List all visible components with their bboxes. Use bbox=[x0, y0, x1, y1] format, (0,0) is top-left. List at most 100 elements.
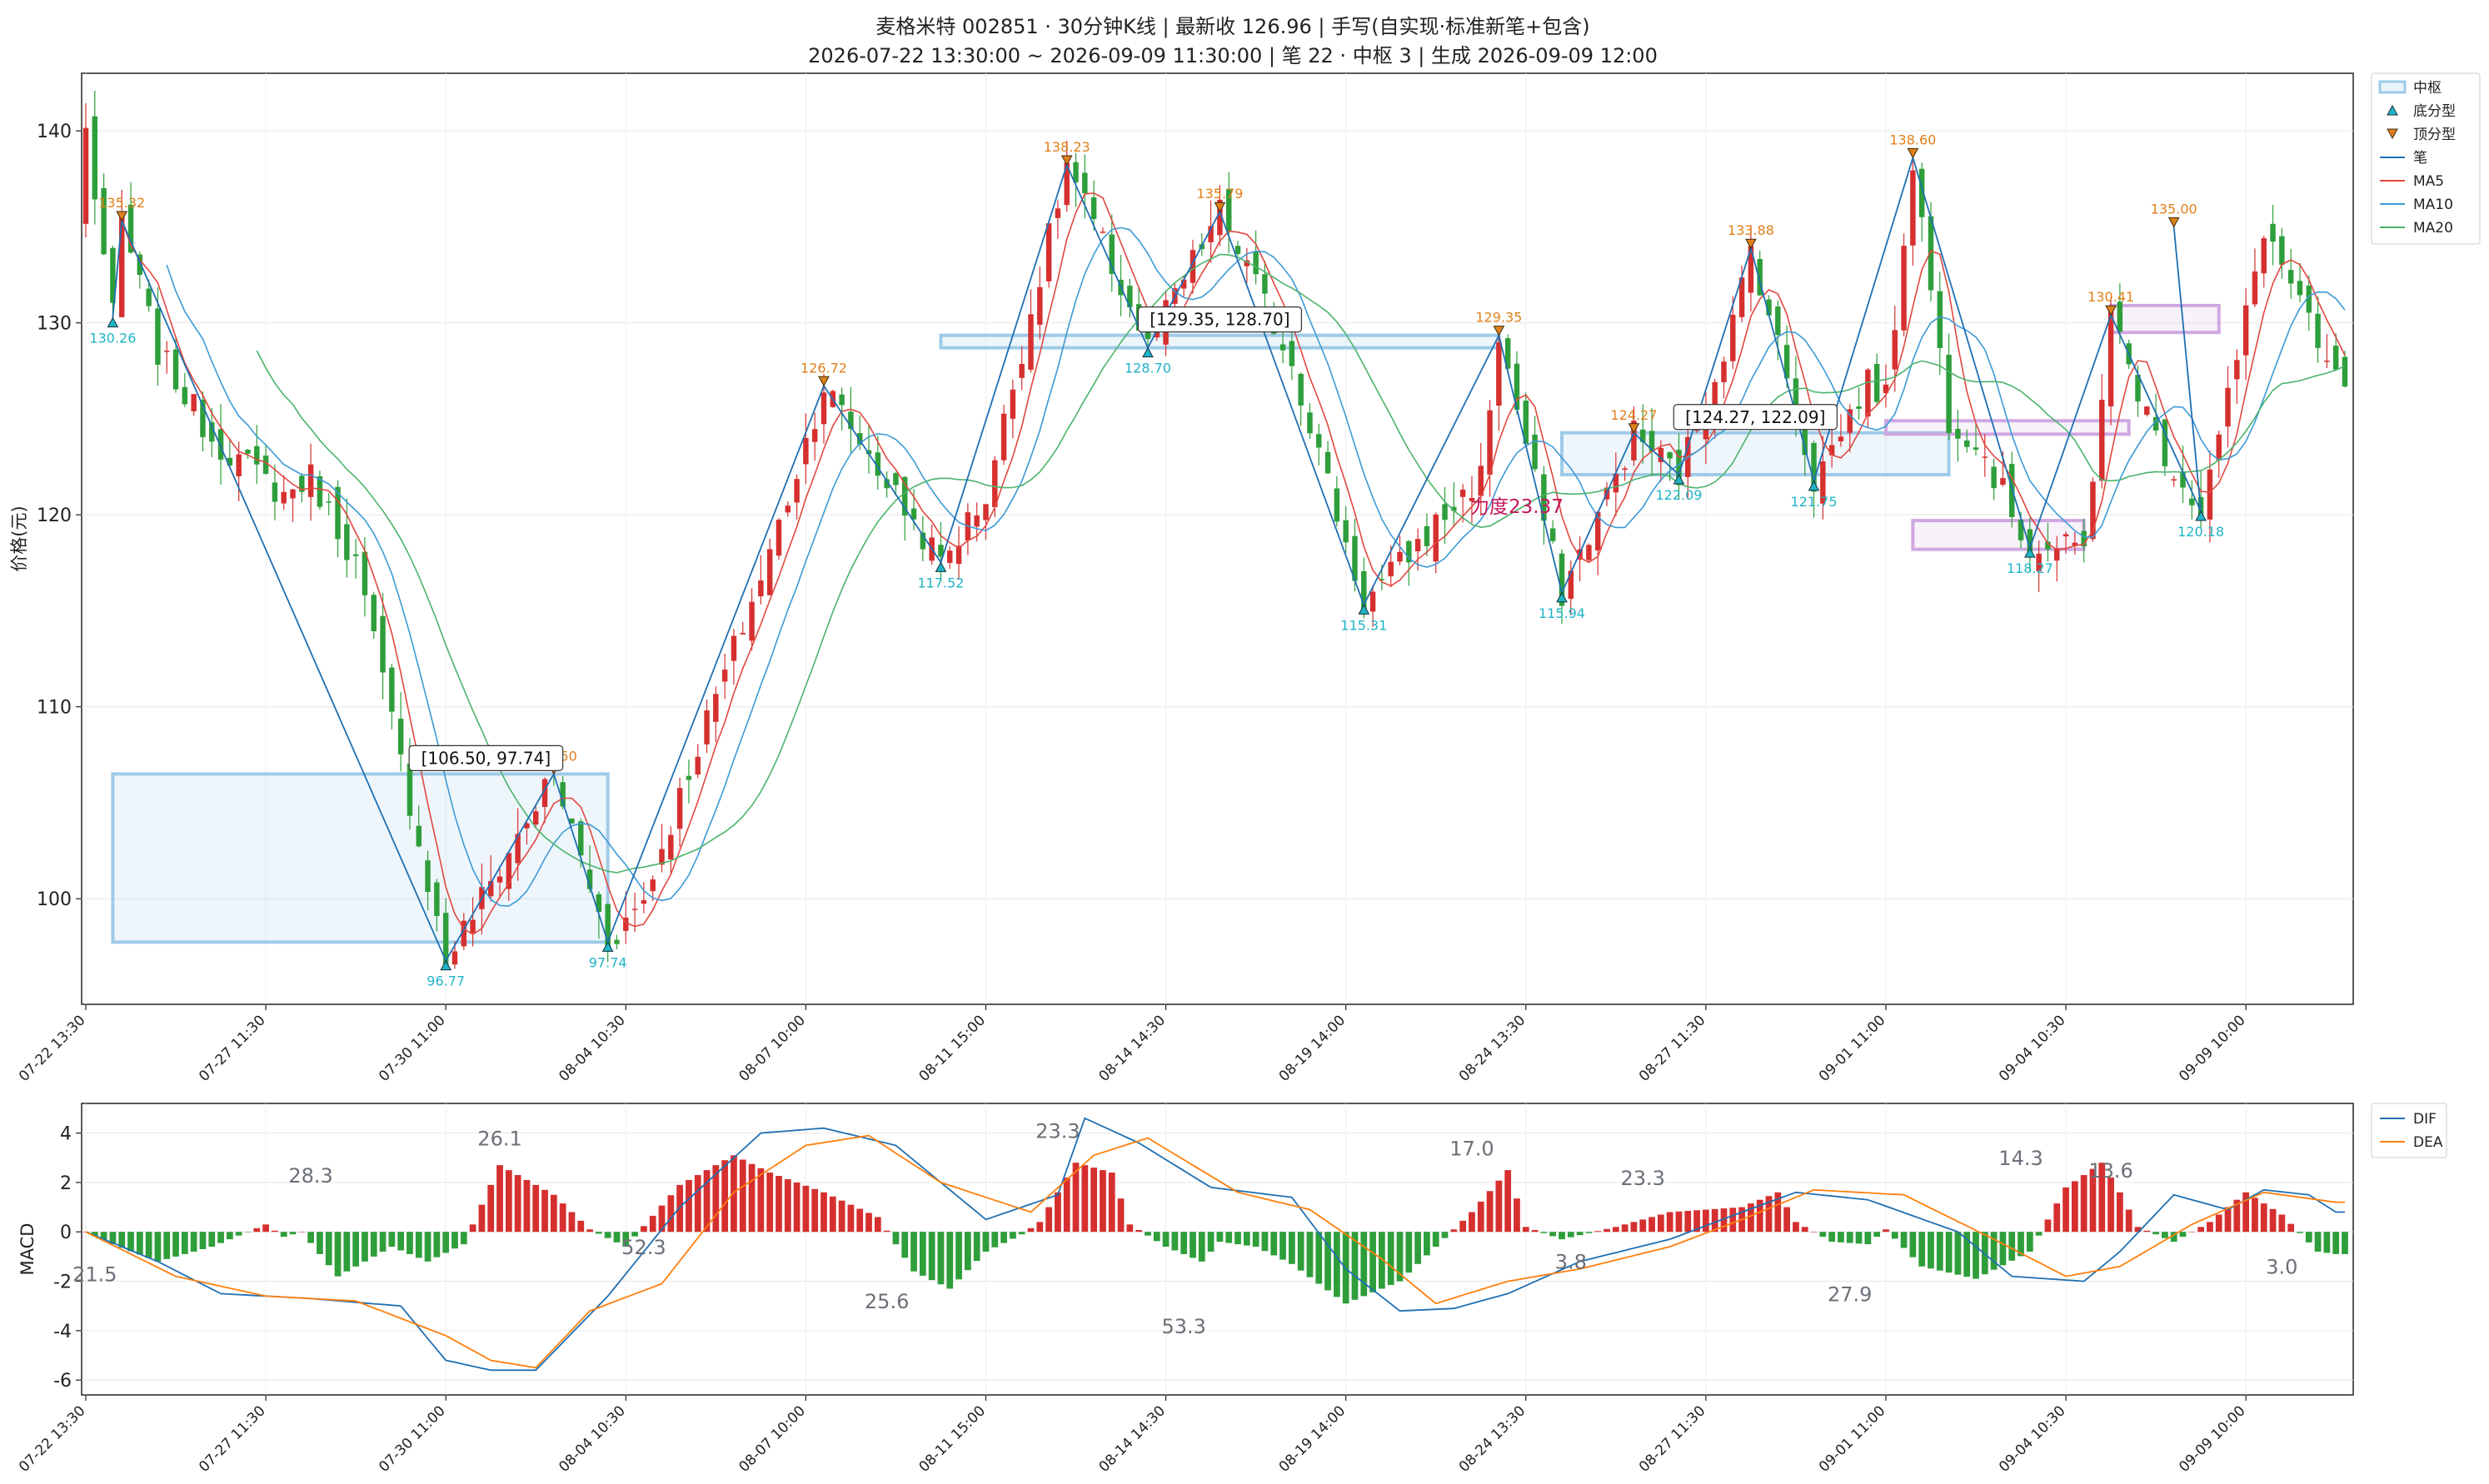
macd-xtick-label: 09-04 10:30 bbox=[1996, 1402, 2069, 1476]
macd-bar-negative bbox=[362, 1232, 368, 1262]
macd-bar-negative bbox=[1252, 1232, 1259, 1247]
macd-bar-positive bbox=[2125, 1209, 2132, 1233]
top-fractal-marker bbox=[818, 376, 830, 387]
macd-bar-positive bbox=[703, 1170, 711, 1233]
macd-bar-negative bbox=[1145, 1232, 1151, 1236]
candle-body bbox=[1397, 551, 1403, 562]
macd-bar-positive bbox=[2071, 1181, 2078, 1233]
candle-body bbox=[200, 399, 206, 437]
macd-bar-negative bbox=[595, 1232, 602, 1234]
macd-bar-negative bbox=[1855, 1232, 1863, 1244]
candle-body bbox=[1549, 528, 1556, 541]
candle-body bbox=[794, 479, 800, 503]
macd-bar-positive bbox=[514, 1175, 521, 1233]
macd-bar-positive bbox=[1126, 1224, 1134, 1233]
macd-bar-negative bbox=[1171, 1232, 1179, 1251]
candle-body bbox=[1910, 170, 1916, 246]
macd-bar-negative bbox=[1918, 1232, 1926, 1267]
bottom-fractal-marker bbox=[935, 561, 947, 572]
candle-body bbox=[1090, 197, 1097, 220]
price-ytick-label: 110 bbox=[37, 698, 72, 719]
candle-body bbox=[209, 422, 215, 442]
bottom-fractal-label: 115.94 bbox=[1539, 605, 1585, 621]
macd-bar-positive bbox=[1469, 1212, 1475, 1233]
candle-body bbox=[586, 869, 593, 889]
macd-bar-positive bbox=[1666, 1212, 1673, 1233]
macd-bar-positive bbox=[2252, 1198, 2258, 1233]
candle-body bbox=[1847, 409, 1853, 433]
macd-bar-positive bbox=[667, 1195, 675, 1233]
candle-body bbox=[1190, 250, 1196, 283]
macd-bar-positive bbox=[865, 1213, 872, 1233]
candle-body bbox=[1127, 286, 1133, 307]
candle-body bbox=[1559, 553, 1565, 606]
candle-body bbox=[1225, 189, 1232, 232]
candle-body bbox=[803, 437, 809, 465]
macd-bar-positive bbox=[2098, 1163, 2106, 1233]
macd-bar-positive bbox=[649, 1215, 656, 1233]
candle-body bbox=[992, 460, 998, 507]
price-plot-frame bbox=[81, 72, 2354, 1005]
macd-bar-negative bbox=[1396, 1232, 1404, 1282]
candle-body bbox=[2252, 271, 2258, 305]
chart-title-line2: 2026-07-22 13:30:00 ~ 2026-09-09 11:30:0… bbox=[808, 44, 1658, 67]
candle-body bbox=[623, 917, 629, 931]
macd-bar-negative bbox=[901, 1232, 909, 1258]
macd-bar-negative bbox=[946, 1232, 954, 1289]
macd-bar-positive bbox=[1675, 1211, 1683, 1233]
macd-bar-positive bbox=[559, 1203, 566, 1233]
macd-bar-positive bbox=[487, 1184, 495, 1233]
candle-body bbox=[1802, 426, 1808, 456]
macd-bar-negative bbox=[280, 1232, 287, 1237]
candle-body bbox=[506, 853, 512, 889]
macd-bar-negative bbox=[1973, 1232, 1979, 1279]
candle-body bbox=[371, 595, 377, 631]
candle-body bbox=[785, 505, 791, 513]
macd-bar-positive bbox=[272, 1230, 278, 1233]
macd-bar-positive bbox=[523, 1179, 531, 1233]
candle-body bbox=[1766, 299, 1772, 316]
macd-bar-positive bbox=[2143, 1230, 2151, 1233]
candle-body bbox=[2332, 346, 2339, 370]
candle-body bbox=[1010, 389, 1016, 419]
candle-body bbox=[1235, 246, 1241, 255]
macd-bar-positive bbox=[2107, 1177, 2114, 1233]
macd-bar-negative bbox=[1279, 1232, 1286, 1260]
bottom-fractal-marker bbox=[1142, 346, 1154, 358]
candle-body bbox=[1298, 373, 1304, 406]
price-xtick-label: 08-11 15:00 bbox=[915, 1012, 989, 1085]
legend-label-bi: 笔 bbox=[2413, 150, 2427, 167]
candle-body bbox=[155, 308, 161, 365]
price-ytick-label: 130 bbox=[37, 314, 72, 335]
candle-body bbox=[2099, 400, 2105, 481]
bottom-fractal-marker bbox=[601, 941, 614, 952]
top-fractal-label: 135.00 bbox=[2151, 201, 2197, 217]
legend-swatch-top-fractal bbox=[2387, 128, 2398, 140]
candle-body bbox=[1541, 474, 1547, 521]
candle-body bbox=[596, 894, 602, 912]
macd-bar-positive bbox=[496, 1165, 503, 1233]
candle-body bbox=[137, 254, 143, 275]
macd-bar-positive bbox=[1090, 1168, 1098, 1233]
macd-bar-negative bbox=[334, 1232, 342, 1277]
candle-body bbox=[902, 476, 908, 516]
candle-body bbox=[1073, 162, 1079, 182]
macd-bar-positive bbox=[2134, 1227, 2142, 1233]
legend-label-dif: DIF bbox=[2413, 1111, 2437, 1128]
price-xtick-label: 09-04 10:30 bbox=[1996, 1012, 2069, 1085]
macd-area-label: 17.0 bbox=[1449, 1137, 1494, 1160]
macd-bar-negative bbox=[307, 1232, 314, 1243]
macd-bar-positive bbox=[2278, 1214, 2286, 1233]
candle-body bbox=[1424, 525, 1430, 546]
macd-plot-frame bbox=[81, 1103, 2354, 1396]
bottom-fractal-label: 120.18 bbox=[2177, 524, 2224, 540]
macd-bar-positive bbox=[478, 1204, 486, 1233]
candle-body bbox=[1973, 447, 1979, 450]
macd-bar-negative bbox=[2152, 1232, 2159, 1235]
bottom-fractal-label: 130.26 bbox=[89, 331, 136, 346]
candle-body bbox=[1594, 511, 1601, 550]
macd-bar-negative bbox=[154, 1232, 162, 1262]
legend-label-ma20: MA20 bbox=[2413, 220, 2453, 237]
macd-bar-negative bbox=[136, 1232, 143, 1255]
macd-bar-positive bbox=[2224, 1207, 2232, 1233]
